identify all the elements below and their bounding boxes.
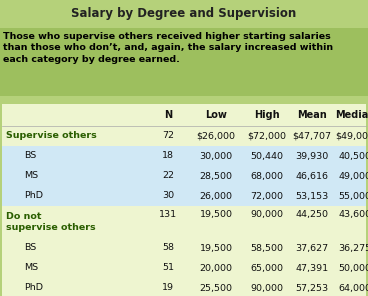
Text: Median: Median xyxy=(335,110,368,120)
Text: 90,000: 90,000 xyxy=(251,210,283,219)
Text: $49,000: $49,000 xyxy=(336,131,368,141)
Text: 51: 51 xyxy=(162,263,174,273)
Bar xyxy=(2,278,366,296)
Text: 25,500: 25,500 xyxy=(199,284,233,292)
Text: 19: 19 xyxy=(162,284,174,292)
Text: 26,000: 26,000 xyxy=(199,192,233,200)
Text: 50,000: 50,000 xyxy=(339,263,368,273)
Text: 19,500: 19,500 xyxy=(199,210,233,219)
Text: $47,707: $47,707 xyxy=(293,131,332,141)
Text: Salary by Degree and Supervision: Salary by Degree and Supervision xyxy=(71,7,297,20)
Text: Low: Low xyxy=(205,110,227,120)
Text: 40,500: 40,500 xyxy=(339,152,368,160)
Text: MS: MS xyxy=(24,263,38,273)
Text: 58: 58 xyxy=(162,244,174,252)
Bar xyxy=(2,146,366,166)
Text: 90,000: 90,000 xyxy=(251,284,283,292)
Text: 131: 131 xyxy=(159,210,177,219)
Text: Supervise others: Supervise others xyxy=(6,131,97,141)
Text: 72: 72 xyxy=(162,131,174,141)
Text: 58,500: 58,500 xyxy=(251,244,283,252)
Bar xyxy=(0,0,368,28)
Text: 57,253: 57,253 xyxy=(296,284,329,292)
Text: 44,250: 44,250 xyxy=(296,210,329,219)
Text: 64,000: 64,000 xyxy=(339,284,368,292)
Text: 50,440: 50,440 xyxy=(251,152,283,160)
Text: N: N xyxy=(164,110,172,120)
Text: 46,616: 46,616 xyxy=(296,171,329,181)
Text: 20,000: 20,000 xyxy=(199,263,233,273)
Bar xyxy=(2,206,366,238)
Text: 53,153: 53,153 xyxy=(296,192,329,200)
Text: BS: BS xyxy=(24,152,36,160)
Text: 30: 30 xyxy=(162,192,174,200)
Bar xyxy=(2,126,366,146)
Text: MS: MS xyxy=(24,171,38,181)
Text: High: High xyxy=(254,110,280,120)
Text: 47,391: 47,391 xyxy=(296,263,329,273)
Text: 22: 22 xyxy=(162,171,174,181)
Text: 72,000: 72,000 xyxy=(251,192,283,200)
Text: BS: BS xyxy=(24,244,36,252)
Text: 39,930: 39,930 xyxy=(296,152,329,160)
Bar xyxy=(0,28,368,96)
Text: PhD: PhD xyxy=(24,284,43,292)
Text: Do not
supervise others: Do not supervise others xyxy=(6,212,96,232)
Text: 49,000: 49,000 xyxy=(339,171,368,181)
Text: 28,500: 28,500 xyxy=(199,171,233,181)
Text: 30,000: 30,000 xyxy=(199,152,233,160)
Bar xyxy=(2,238,366,258)
Bar xyxy=(2,186,366,206)
Text: 43,600: 43,600 xyxy=(339,210,368,219)
Text: PhD: PhD xyxy=(24,192,43,200)
Text: 55,000: 55,000 xyxy=(339,192,368,200)
Text: 18: 18 xyxy=(162,152,174,160)
Text: Those who supervise others received higher starting salaries
than those who don’: Those who supervise others received high… xyxy=(3,32,333,64)
Bar xyxy=(2,258,366,278)
Text: 36,275: 36,275 xyxy=(339,244,368,252)
Text: 68,000: 68,000 xyxy=(251,171,283,181)
Text: Mean: Mean xyxy=(297,110,327,120)
Bar xyxy=(2,104,366,296)
Text: $26,000: $26,000 xyxy=(197,131,236,141)
Text: 19,500: 19,500 xyxy=(199,244,233,252)
Text: 37,627: 37,627 xyxy=(296,244,329,252)
Text: 65,000: 65,000 xyxy=(251,263,283,273)
Bar xyxy=(2,166,366,186)
Text: $72,000: $72,000 xyxy=(248,131,287,141)
